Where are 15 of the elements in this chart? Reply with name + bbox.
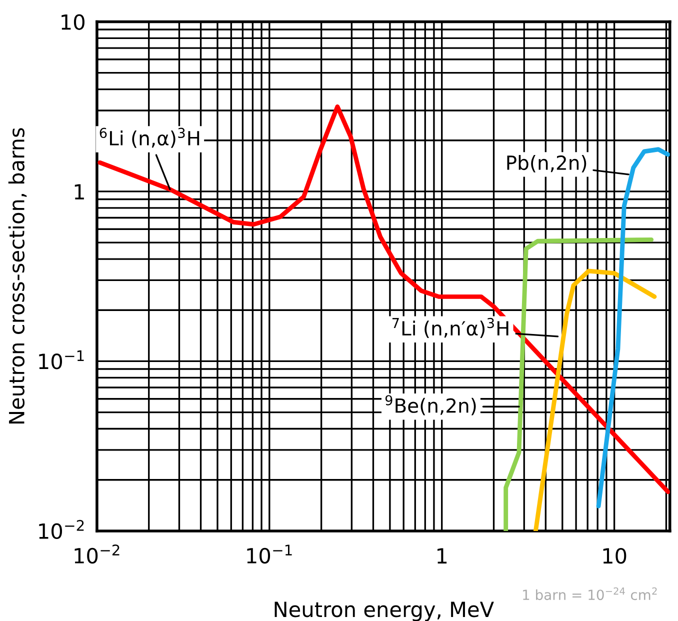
annotation: $^{6}$Li (n,α)$^{3}$H bbox=[100, 128, 200, 148]
y-tick-label: 10 bbox=[62, 14, 84, 30]
x-tick-label: 10$^{−2}$ bbox=[74, 544, 120, 564]
text: 1 barn = 10$^{−24}$ cm$^{2}$ bbox=[523, 587, 657, 600]
x-axis-title: Neutron energy, MeV bbox=[274, 602, 494, 621]
x-tick-label: 10 bbox=[603, 548, 626, 564]
y-axis-title: Neutron cross-section, barns bbox=[8, 128, 27, 424]
y-tick-label: 10$^{−2}$ bbox=[39, 520, 84, 540]
annotation: $^{9}$Be(n,2n) bbox=[385, 395, 476, 416]
x-tick-label: 1 bbox=[438, 548, 447, 564]
annotation: Pb(n,2n) bbox=[507, 155, 586, 172]
y-tick-label: 1 bbox=[74, 184, 84, 200]
y-tick-label: 10$^{−1}$ bbox=[39, 350, 84, 370]
x-tick-label: 10$^{−1}$ bbox=[247, 544, 292, 564]
annotation: $^{7}$Li (n,n′α)$^{3}$H bbox=[392, 318, 508, 338]
